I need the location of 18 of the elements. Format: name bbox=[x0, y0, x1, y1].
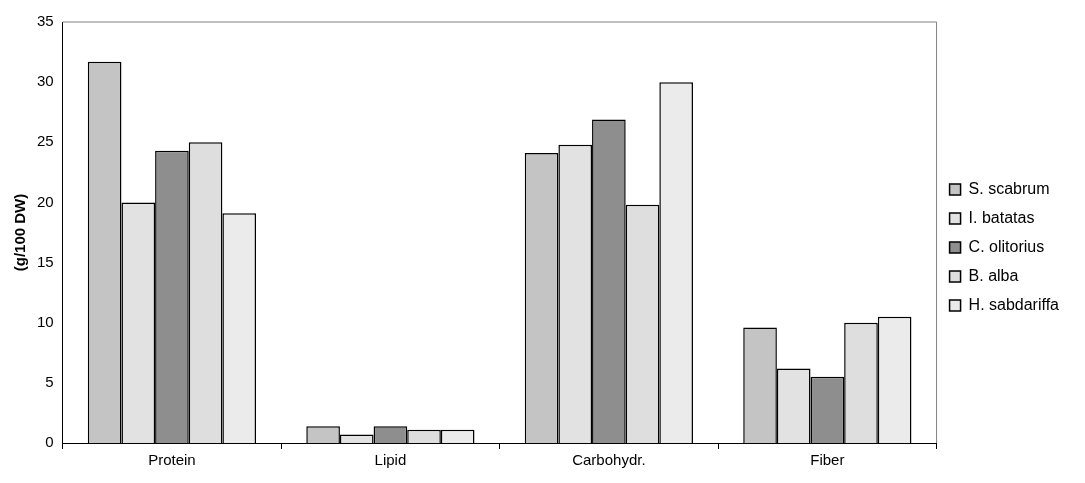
y-tick-label: 35 bbox=[37, 12, 54, 30]
legend-label: H. sabdariffa bbox=[968, 295, 1060, 313]
y-axis-title: (g/100 DW) bbox=[11, 193, 29, 272]
legend-label: S. scabrum bbox=[968, 179, 1050, 197]
x-tick-label: Fiber bbox=[810, 451, 845, 469]
x-tick-label: Lipid bbox=[374, 451, 407, 469]
y-tick-label: 10 bbox=[37, 312, 54, 330]
legend-label: C. olitorius bbox=[968, 237, 1045, 255]
y-tick-label: 30 bbox=[37, 72, 54, 90]
y-tick-label: 5 bbox=[45, 373, 54, 390]
y-tick-label: 15 bbox=[37, 252, 54, 270]
y-tick-label: 0 bbox=[45, 433, 54, 451]
legend-label: I. batatas bbox=[968, 208, 1035, 226]
x-tick-label: Carbohydr. bbox=[572, 451, 646, 469]
y-tick-label: 20 bbox=[37, 192, 54, 210]
x-tick-label: Protein bbox=[148, 451, 196, 469]
legend-label: B. alba bbox=[968, 266, 1019, 284]
y-tick-label: 25 bbox=[37, 132, 54, 150]
